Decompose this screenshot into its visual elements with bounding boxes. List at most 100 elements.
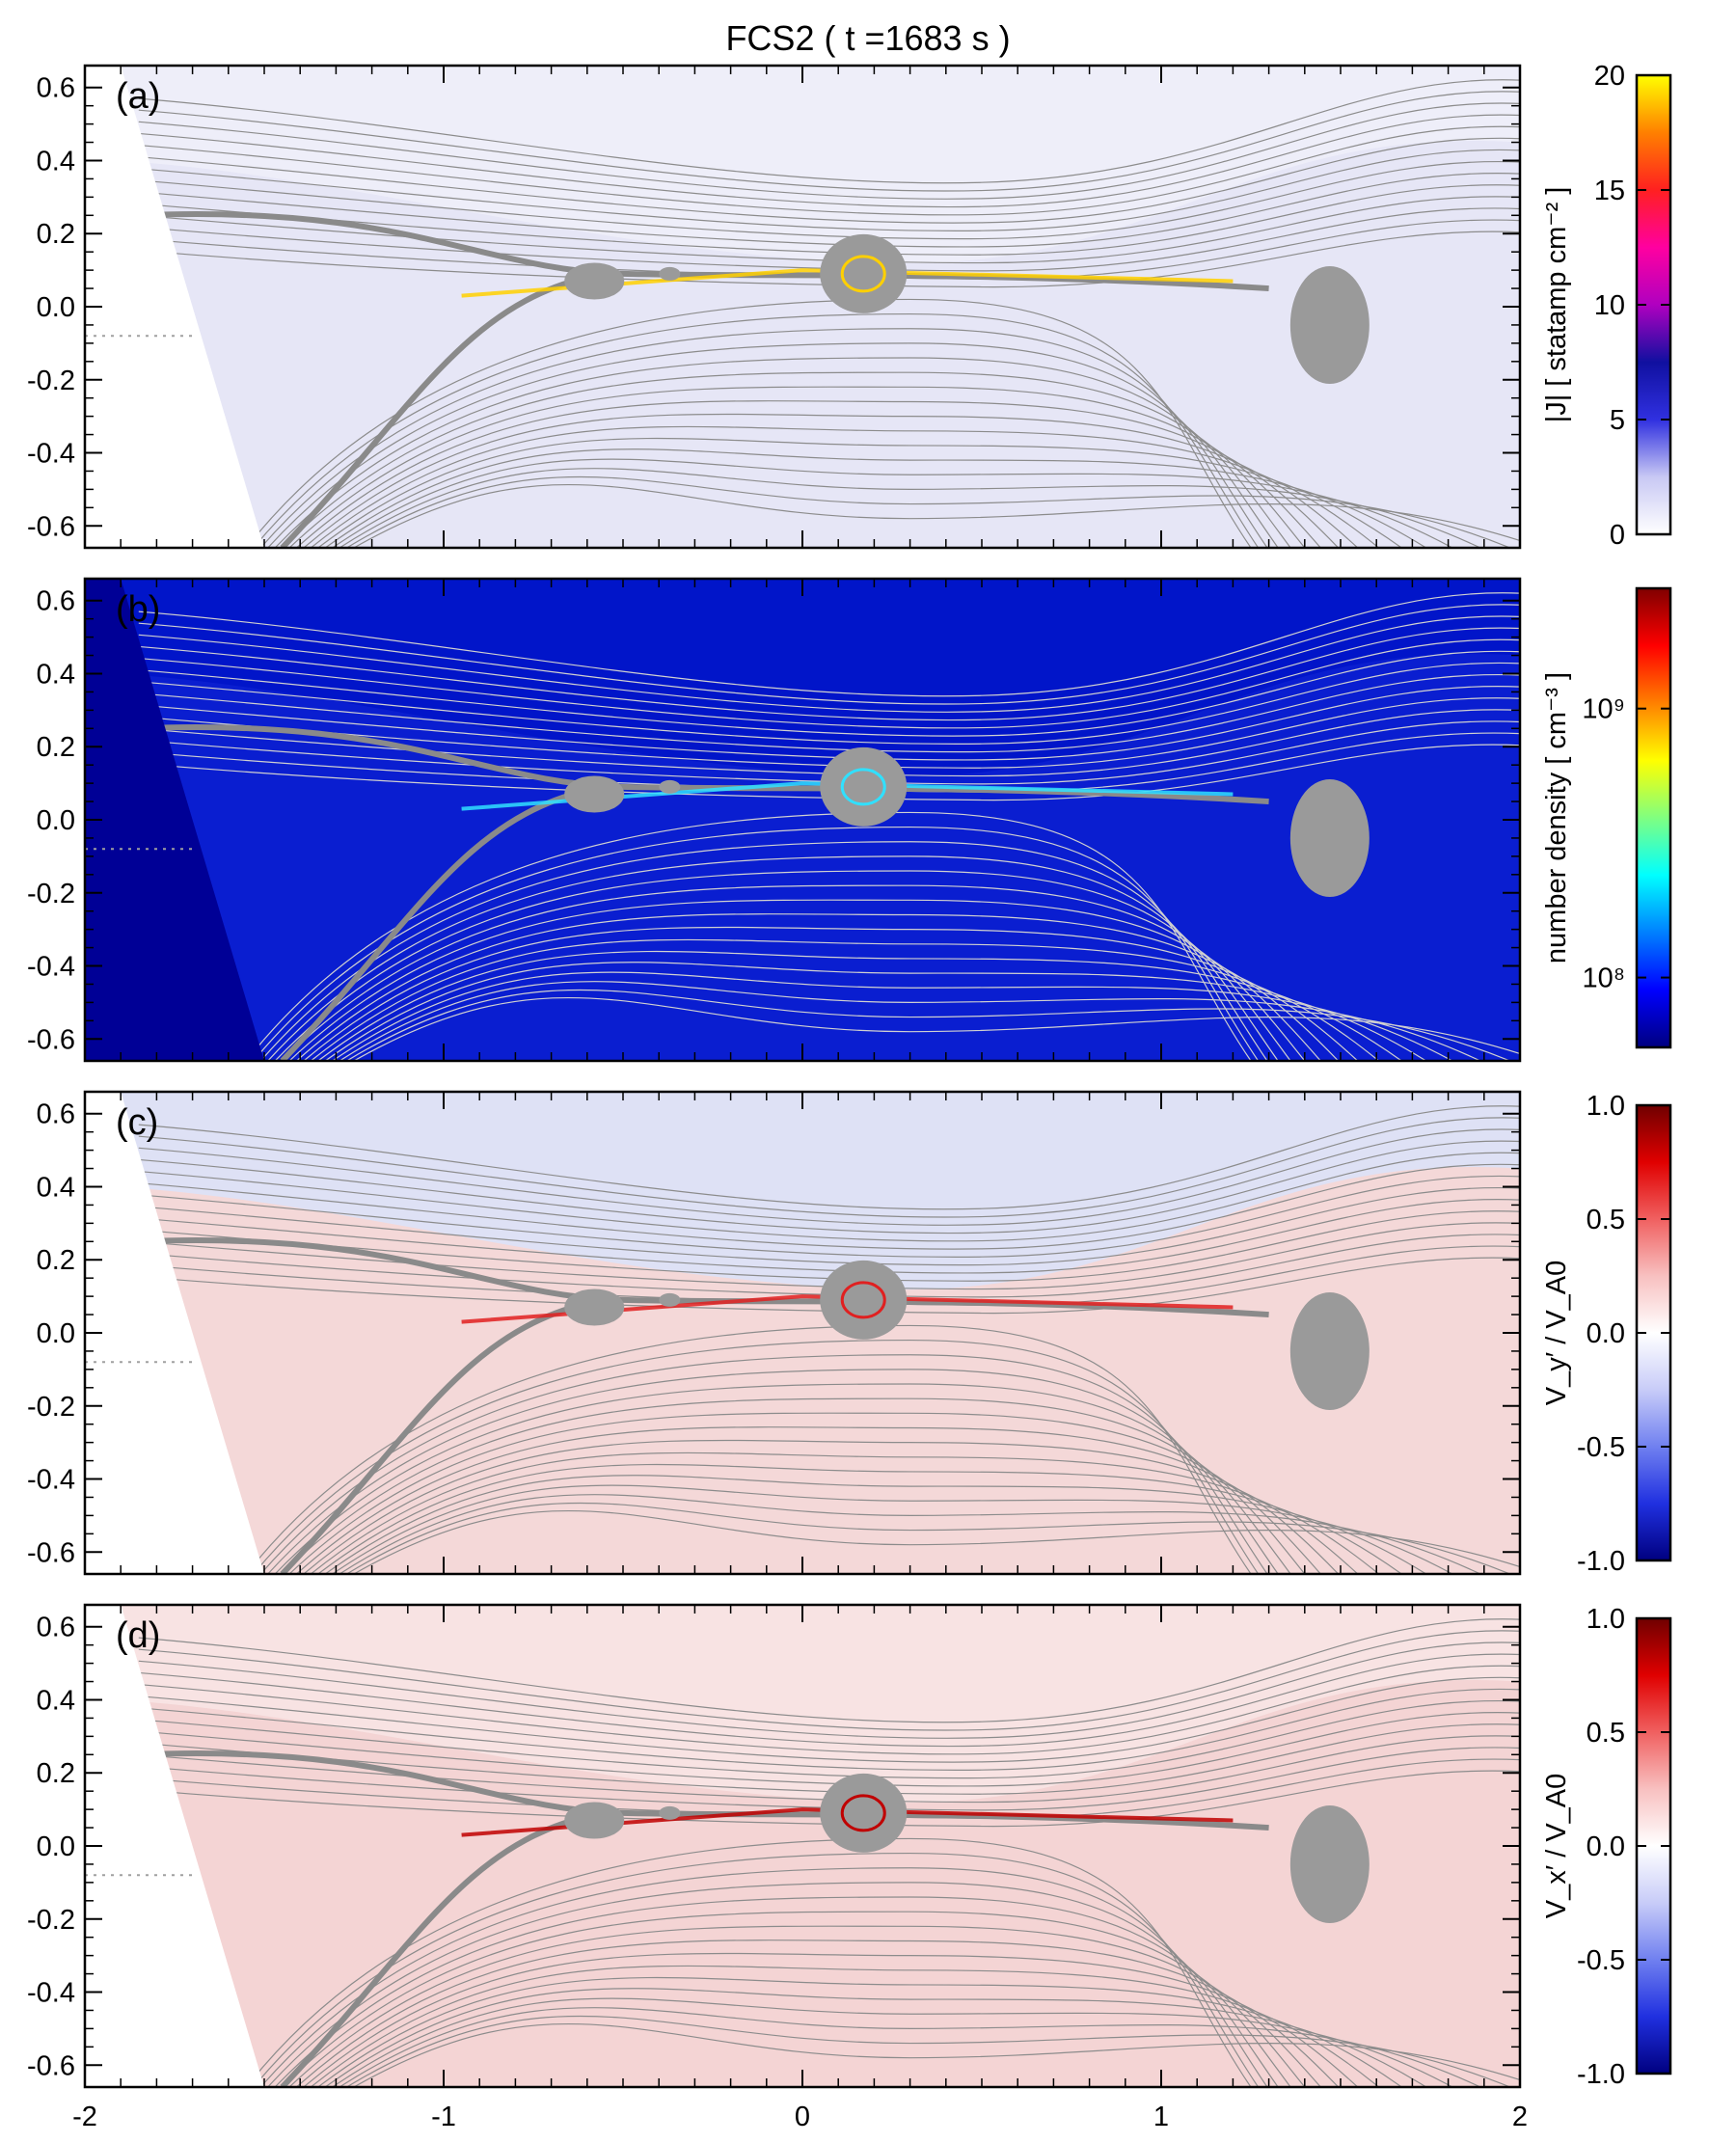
field-lines [138, 1105, 1520, 1574]
panel-label: (d) [116, 1615, 160, 1656]
colorbar-tick-label: 0 [1610, 520, 1625, 551]
colorbar: 10⁸ 10⁹ number density [ cm⁻³ ] [1541, 586, 1672, 1049]
plasmoid [659, 1805, 681, 1820]
colorbar-tick-label: 20 [1594, 61, 1625, 92]
y-axis: 0.6 0.4 0.2 0.0 -0.2 -0.4 -0.6 [27, 73, 1520, 542]
field-line [310, 425, 1379, 548]
plot-area [85, 66, 1520, 548]
field-line [324, 962, 1426, 1061]
field-line [138, 1676, 1520, 1763]
colorbar-tick-label: 5 [1610, 405, 1625, 436]
plasmoid-core [840, 1281, 886, 1319]
field-line [310, 1451, 1379, 1574]
field-line [303, 926, 1359, 1061]
plasmoid [1289, 1804, 1370, 1923]
colorbar: -1.0 -0.5 0.0 0.5 1.0 V_x′ / V_A0 [1541, 1604, 1672, 2090]
field-line [138, 1723, 1520, 1795]
colorbar-tick-label: 10 [1594, 290, 1625, 321]
plot-area [85, 579, 1520, 1061]
field-line [296, 1426, 1340, 1574]
separatrix [280, 1300, 588, 1574]
colorbar-gradient [1635, 586, 1672, 1049]
field-line [267, 1882, 1279, 2087]
y-tick-label: 0.2 [37, 1758, 75, 1789]
plasmoid-core [840, 768, 886, 806]
masked-region [85, 1605, 264, 2087]
plot-area [85, 1605, 1520, 2087]
x-axis: -2 -1 0 1 2 [72, 2102, 1528, 2132]
field-line [138, 1163, 1520, 1250]
colorbar-title: |J| [ statamp cm⁻² ] [1541, 187, 1572, 423]
colorbar-tick-label: -0.5 [1577, 1432, 1625, 1463]
field-line [138, 1747, 1520, 1811]
y-tick-label: 0.0 [37, 1831, 75, 1862]
field-line [138, 615, 1520, 713]
field-line [138, 149, 1520, 231]
colorbar-tick-label: -0.5 [1577, 1945, 1625, 1976]
plasmoid-core [840, 255, 886, 293]
x-tick-label: 0 [795, 2102, 810, 2132]
y-tick-label: 0.4 [37, 659, 75, 690]
panel-label: (c) [116, 1102, 158, 1143]
plasmoid [564, 1802, 625, 1839]
field-line [317, 1463, 1402, 1574]
field-line [138, 1199, 1520, 1274]
panel-c: (c)0.60.40.20.0-0.2-0.4-0.6 -1.0-0.50.00.… [27, 1090, 1672, 1577]
colorbar-tick-label: 1.0 [1587, 1604, 1625, 1635]
field-line [138, 1234, 1520, 1298]
field-line [317, 437, 1402, 548]
field-line [138, 697, 1520, 769]
colorbar-title: V_x′ / V_A0 [1541, 1774, 1572, 1919]
field-line [346, 989, 1510, 1061]
field-line [353, 996, 1520, 1061]
field-line [303, 1952, 1359, 2087]
y-tick-label: 0.6 [37, 586, 75, 617]
plasmoid [820, 233, 908, 313]
field-lines [138, 592, 1520, 1061]
field-line [138, 1641, 1520, 1739]
separatrix [280, 274, 588, 548]
colorbar-tick-label: -1.0 [1577, 2059, 1625, 2090]
colorbar-tick-label: 10⁸ [1583, 963, 1626, 994]
figure-title: FCS2 ( t =1683 s ) [725, 18, 1010, 58]
field-line [138, 1128, 1520, 1226]
colorbar: -1.0 -0.5 0.0 0.5 1.0 V_y′ / V_A0 [1541, 1091, 1672, 1577]
field-line [339, 468, 1481, 548]
field-line [138, 1257, 1520, 1315]
y-tick-label: -0.4 [27, 952, 75, 983]
field-line [138, 720, 1520, 785]
colorbar-tick-label: 15 [1594, 176, 1625, 206]
field-line [138, 686, 1520, 761]
field-line [138, 662, 1520, 745]
field-line [138, 627, 1520, 721]
y-tick-label: 0.6 [37, 73, 75, 104]
field-line [296, 913, 1340, 1061]
field-line [138, 1712, 1520, 1787]
field-line [332, 971, 1453, 1061]
field-line [138, 1175, 1520, 1258]
panels: (a) 0.6 0.4 0.2 0.0 -0.2 -0.4 -0.6 0 5 10 15 20 |J| [… [27, 61, 1672, 2090]
separatrix [280, 787, 588, 1061]
field-line [339, 981, 1481, 1061]
x-tick-label: -2 [72, 2102, 97, 2132]
y-tick-label: 0.2 [37, 1245, 75, 1276]
field-line [138, 650, 1520, 737]
field-line [303, 1439, 1359, 1574]
field-line [296, 400, 1340, 548]
field-line [138, 231, 1520, 288]
field-line [332, 1997, 1453, 2087]
masked-region [85, 66, 264, 548]
field-line [332, 458, 1453, 548]
field-line [339, 1494, 1481, 1574]
y-tick-label: 0.4 [37, 146, 75, 176]
y-tick-label: -0.4 [27, 1465, 75, 1496]
field-line [267, 1369, 1279, 1574]
field-line [138, 592, 1520, 697]
field-line [138, 1186, 1520, 1266]
field-line [138, 173, 1520, 248]
field-line [138, 79, 1520, 184]
separatrix [138, 724, 1269, 805]
field-line [138, 1688, 1520, 1771]
x-tick-label: -1 [431, 2102, 456, 2132]
colorbar-tick-label: 0.5 [1587, 1718, 1625, 1749]
